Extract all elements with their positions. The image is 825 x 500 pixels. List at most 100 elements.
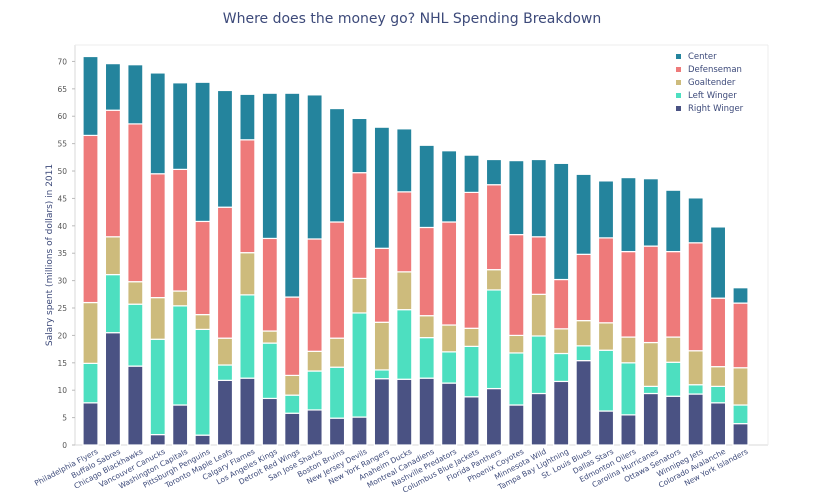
bar-segment-goaltender — [463, 327, 480, 347]
bar-segment-goaltender — [597, 322, 615, 351]
y-tick-label: 45 — [57, 194, 67, 203]
bar-segment-left-winger — [351, 312, 368, 418]
bar-segment-left-winger — [485, 289, 503, 390]
bar-segment-center — [239, 93, 256, 141]
bar-segment-center — [418, 144, 435, 229]
bar-segment-left-winger — [709, 385, 727, 404]
bar-segment-right-winger — [194, 434, 211, 446]
bar-segment-goaltender — [418, 315, 435, 339]
bar-segment-goaltender — [82, 301, 99, 364]
legend-swatch — [676, 54, 681, 59]
bar-segment-right-winger — [149, 433, 166, 446]
y-tick-label: 30 — [57, 277, 67, 286]
legend-swatch — [676, 106, 681, 111]
bar-segment-center — [373, 126, 390, 249]
bar-segment-left-winger — [216, 364, 234, 381]
bar-segment-left-winger — [665, 361, 682, 397]
bar-segment-defenseman — [328, 221, 346, 339]
bar-segment-defenseman — [418, 226, 435, 317]
bar-segment-center — [104, 63, 122, 111]
bar-segment-right-winger — [82, 402, 99, 446]
bar-segment-center — [709, 226, 727, 299]
bar-segment-right-winger — [732, 423, 749, 446]
bar-segment-goaltender — [172, 290, 189, 307]
bar-segment-goaltender — [665, 336, 682, 363]
bar-segment-defenseman — [709, 297, 727, 368]
bar-segment-defenseman — [194, 220, 211, 316]
bar-segment-left-winger — [642, 385, 659, 395]
y-ticks: 0 5 10 15 20 25 30 35 40 45 50 55 60 65 70 — [57, 57, 75, 450]
bar-segment-center — [530, 158, 547, 238]
bar-segment-left-winger — [553, 352, 570, 383]
bar-segment-left-winger — [261, 342, 278, 400]
bar-segment-left-winger — [620, 362, 637, 416]
bar-segment-goaltender — [530, 293, 547, 337]
bar-segment-center — [194, 81, 211, 223]
bar-segment-goaltender — [351, 277, 368, 314]
bar-segment-center — [665, 189, 682, 253]
bar-segment-right-winger — [418, 377, 435, 446]
bar-segment-goaltender — [127, 281, 144, 305]
bar-segment-left-winger — [373, 369, 390, 380]
bar-segment-right-winger — [373, 378, 390, 446]
bar-segment-defenseman — [104, 109, 122, 238]
bar-segment-defenseman — [665, 250, 682, 338]
bar-segment-left-winger — [396, 309, 413, 380]
bar-segment-right-winger — [687, 393, 704, 446]
bar-segment-right-winger — [396, 378, 413, 446]
bar-segment-goaltender — [261, 330, 278, 344]
bar-segment-center — [351, 117, 368, 174]
bar-segment-left-winger — [441, 351, 458, 384]
bar-segment-right-winger — [216, 379, 234, 446]
bar-segment-goaltender — [709, 366, 727, 387]
bar-segment-center — [441, 150, 458, 223]
bar-segment-goaltender — [642, 341, 659, 387]
bar-segment-center — [687, 197, 704, 244]
legend-label: Left Winger — [688, 91, 737, 101]
y-axis-label: Salary spent (millions of dollars) in 20… — [45, 164, 55, 346]
bar-segment-center — [284, 92, 301, 298]
bars — [82, 55, 749, 446]
bar-segment-right-winger — [127, 365, 144, 446]
bar-segment-defenseman — [396, 191, 413, 273]
y-tick-label: 5 — [62, 414, 67, 423]
bar-segment-defenseman — [441, 221, 458, 326]
y-tick-label: 25 — [57, 304, 67, 313]
bar-segment-goaltender — [104, 236, 122, 276]
bar-segment-center — [328, 107, 346, 223]
y-tick-label: 60 — [57, 112, 67, 121]
bar-segment-goaltender — [306, 350, 323, 372]
legend-label: Goaltender — [688, 78, 736, 88]
bar-segment-center — [396, 128, 413, 193]
bar-segment-left-winger — [328, 366, 346, 419]
bar-segment-left-winger — [127, 303, 144, 367]
y-tick-label: 20 — [57, 331, 67, 340]
bar-segment-center — [642, 178, 659, 247]
bar-segment-defenseman — [597, 237, 615, 324]
bar-segment-center — [261, 92, 278, 240]
bar-segment-left-winger — [194, 328, 211, 436]
bar-segment-center — [172, 82, 189, 170]
bar-segment-center — [553, 162, 570, 281]
bar-segment-defenseman — [261, 237, 278, 332]
bar-segment-goaltender — [508, 334, 525, 354]
y-tick-label: 15 — [57, 359, 67, 368]
bar-segment-defenseman — [82, 134, 99, 304]
bar-segment-right-winger — [508, 404, 525, 446]
bar-segment-right-winger — [239, 377, 256, 446]
bar-segment-defenseman — [620, 250, 637, 338]
bar-segment-goaltender — [149, 297, 166, 340]
bar-segment-defenseman — [485, 184, 503, 271]
legend-label: Right Winger — [688, 104, 744, 114]
bar-segment-defenseman — [463, 191, 480, 329]
y-tick-label: 70 — [57, 57, 67, 66]
bar-segment-goaltender — [284, 374, 301, 396]
bar-segment-defenseman — [553, 278, 570, 330]
bar-segment-goaltender — [485, 269, 503, 291]
bar-segment-right-winger — [284, 412, 301, 446]
legend: Center Defenseman Goaltender Left Winger Rig… — [676, 52, 744, 114]
bar-segment-defenseman — [732, 302, 749, 369]
bar-segment-right-winger — [530, 392, 547, 446]
bar-segment-right-winger — [261, 397, 278, 446]
